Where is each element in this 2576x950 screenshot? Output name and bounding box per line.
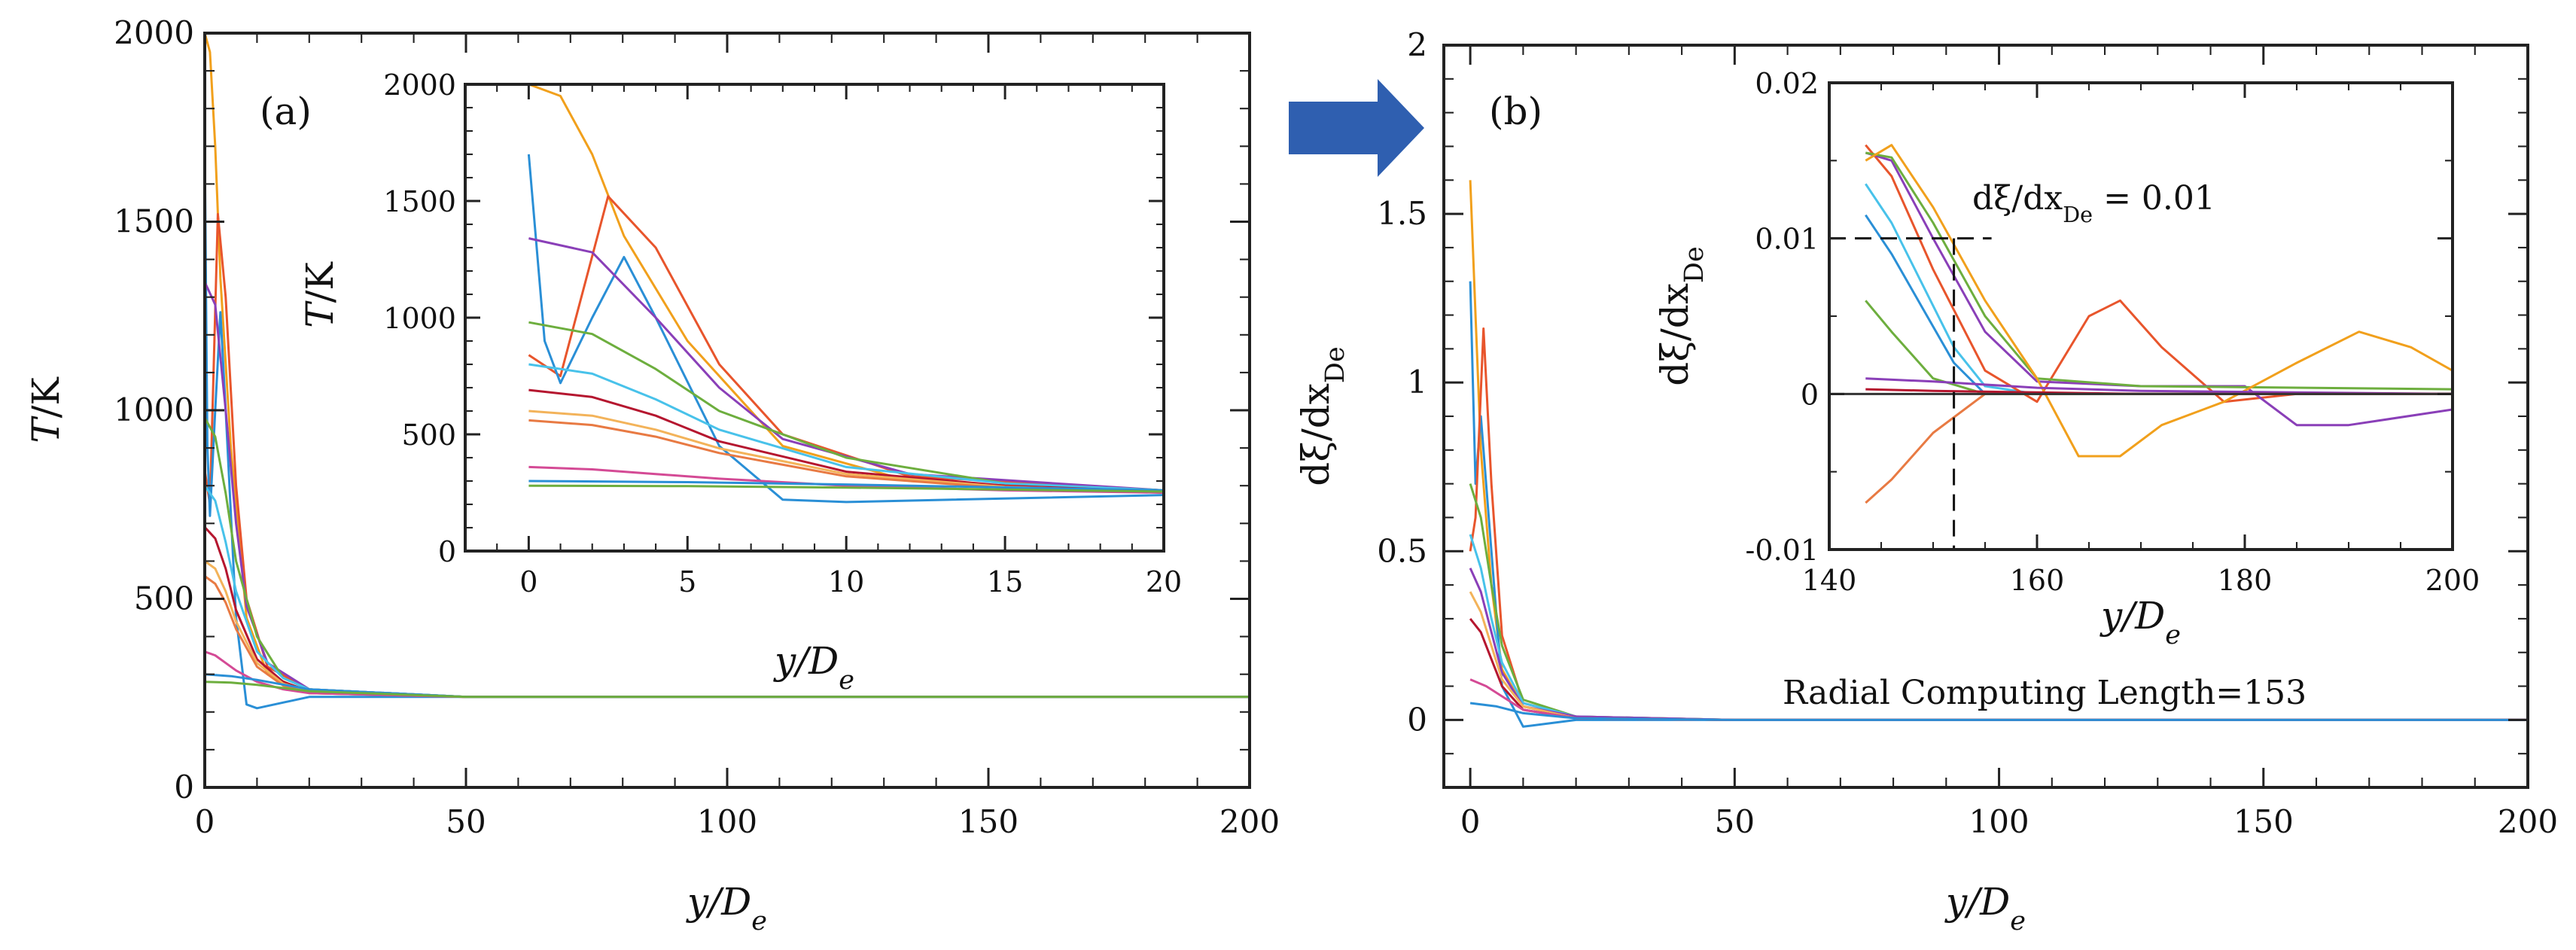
series-line-profile-6 <box>528 363 1164 492</box>
y-tick-label: 0 <box>174 769 194 805</box>
right-arrow-icon <box>1289 79 1424 177</box>
series-line-inset-grad-9 <box>1865 377 2453 395</box>
panel-b-inset-x-axis-label: y/De <box>2099 594 2181 650</box>
x-tick-label: 200 <box>2425 564 2480 597</box>
panel-a-inset: 0 5 10 15 20 0 500 1000 1500 2000 y/De T/K <box>298 69 1182 696</box>
panel-a-inset-x-axis-label: y/De <box>773 639 854 696</box>
panel-a-inset-y-axis-label: T/K <box>298 261 342 328</box>
y-tick-label: 1500 <box>383 185 456 218</box>
y-tick-label: 1000 <box>383 302 456 335</box>
panel-b: 0 50 100 150 200 0 0.5 1 1.5 2 (b) y/De dξ/dxDe R… <box>1294 26 2558 936</box>
y-tick-label: 0.01 <box>1755 223 1819 256</box>
x-tick-label: 50 <box>1715 803 1755 840</box>
x-tick-label: 150 <box>958 803 1019 840</box>
panel-b-x-axis-label: y/De <box>1944 880 2026 936</box>
series-line-profile-12 <box>205 681 1250 699</box>
panel-b-inset-ticks: 140 160 180 200 -0.01 0 0.01 0.02 <box>1746 67 2480 597</box>
x-tick-label: 140 <box>1802 564 1857 597</box>
y-tick-label: 2000 <box>114 14 194 51</box>
panel-b-inset-y-axis-label: dξ/dxDe <box>1653 246 1710 385</box>
panel-a-series <box>205 33 1250 710</box>
x-tick-label: 5 <box>678 565 696 598</box>
x-tick-label: 0 <box>195 803 215 840</box>
panel-b-y-axis-label: dξ/dxDe <box>1294 346 1350 486</box>
panel-b-inset: 140 160 180 200 -0.01 0 0.01 0.02 y/De dξ/dxDe … <box>1653 67 2480 650</box>
series-line-profile-4 <box>528 237 1164 492</box>
series-line-profile-8 <box>528 410 1164 493</box>
y-tick-label: -0.01 <box>1746 534 1819 567</box>
x-tick-label: 50 <box>446 803 486 840</box>
panel-b-letter: (b) <box>1489 90 1542 133</box>
x-tick-label: 150 <box>2233 803 2294 840</box>
series-line-inset-grad-6 <box>1865 144 2453 458</box>
x-tick-label: 200 <box>2498 803 2558 840</box>
y-tick-label: 2000 <box>383 69 456 102</box>
y-tick-label: 0.5 <box>1377 532 1427 569</box>
series-line-profile-10 <box>528 465 1164 495</box>
y-tick-label: 0 <box>1801 378 1819 411</box>
threshold-label: dξ/dxDe = 0.01 <box>1972 179 2215 227</box>
panel-a-x-axis-label: y/De <box>686 880 767 936</box>
y-tick-label: 0 <box>1407 701 1427 738</box>
panel-a-inset-series <box>527 84 1164 504</box>
panel-a-letter: (a) <box>260 90 312 133</box>
y-tick-label: 1.5 <box>1377 195 1427 232</box>
series-line-grad-10 <box>1469 702 2528 721</box>
y-tick-label: 2 <box>1407 26 1427 63</box>
x-tick-label: 0 <box>519 565 537 598</box>
series-line-profile-5 <box>528 321 1164 492</box>
y-tick-label: 500 <box>134 580 194 617</box>
radial-length-annotation: Radial Computing Length=153 <box>1783 674 2307 712</box>
y-tick-label: 1500 <box>114 203 194 240</box>
panel-a-inset-ticks: 0 5 10 15 20 0 500 1000 1500 2000 <box>383 69 1182 598</box>
series-line-profile-1 <box>528 84 1164 495</box>
x-tick-label: 20 <box>1146 565 1182 598</box>
panel-b-inset-background <box>1829 83 2453 550</box>
series-line-profile-7 <box>528 388 1164 493</box>
threshold-marker <box>1829 237 1992 550</box>
x-tick-label: 200 <box>1219 803 1280 840</box>
series-line-profile-3 <box>527 154 1164 504</box>
series-line-profile-11 <box>528 480 1164 492</box>
x-tick-label: 100 <box>1969 803 2029 840</box>
y-tick-label: 0.02 <box>1755 67 1819 100</box>
panel-b-inset-series <box>1829 144 2453 504</box>
y-tick-label: 500 <box>401 419 456 452</box>
series-line-profile-12 <box>528 484 1164 493</box>
panel-a-y-axis-label: T/K <box>24 376 68 443</box>
x-tick-label: 180 <box>2218 564 2273 597</box>
panel-a-inset-background <box>465 84 1164 551</box>
series-line-profile-9 <box>528 419 1164 495</box>
y-tick-label: 1 <box>1407 364 1427 400</box>
series-line-profile-2 <box>528 195 1164 492</box>
x-tick-label: 15 <box>987 565 1023 598</box>
series-line-inset-grad-4 <box>1865 151 2453 427</box>
series-line-profile-3 <box>205 146 1250 710</box>
x-tick-label: 0 <box>1460 803 1481 840</box>
panel-b-ticks: 0 50 100 150 200 0 0.5 1 1.5 2 <box>1377 26 2558 840</box>
x-tick-label: 160 <box>2010 564 2065 597</box>
panel-b-series <box>1469 180 2528 728</box>
x-tick-label: 10 <box>828 565 864 598</box>
y-tick-label: 0 <box>438 535 456 568</box>
series-line-inset-grad-5 <box>1865 151 2453 391</box>
y-tick-label: 1000 <box>114 391 194 428</box>
x-tick-label: 100 <box>697 803 757 840</box>
